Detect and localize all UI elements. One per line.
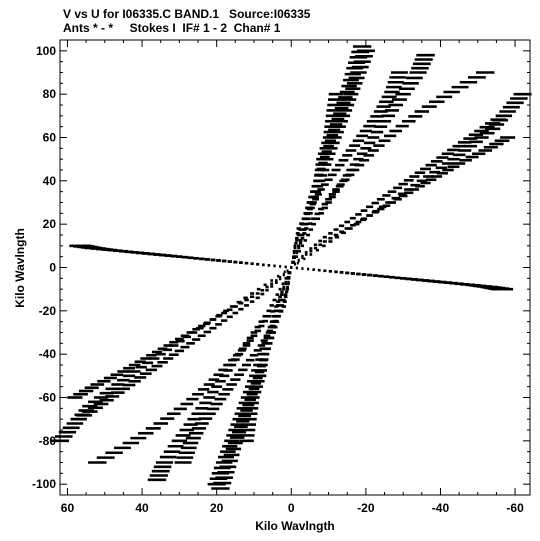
y-tick-label: -40: [39, 347, 57, 361]
x-tick-label: -40: [432, 501, 450, 515]
y-tick-label: 60: [43, 131, 57, 145]
x-tick-label: 40: [135, 501, 149, 515]
x-tick-label: -20: [357, 501, 375, 515]
plot-subtitle: Ants * - * Stokes I IF# 1 - 2 Chan# 1: [63, 21, 281, 35]
x-tick-label: 0: [288, 501, 295, 515]
plot-title: V vs U for I06335.C BAND.1 Source:I06335: [63, 7, 311, 21]
y-tick-label: -100: [32, 477, 56, 491]
x-tick-label: -60: [506, 501, 524, 515]
plot-frame: [59, 39, 531, 496]
y-tick-label: 40: [43, 174, 57, 188]
y-tick-label: 0: [49, 261, 56, 275]
y-tick-label: -60: [39, 391, 57, 405]
x-axis-label: Kilo Wavlngth: [255, 519, 335, 533]
y-axis: 100 80 60 40 20 0 -20 -40 -60 -80 -100: [32, 44, 530, 491]
y-tick-label: -80: [39, 434, 57, 448]
y-tick-label: 80: [43, 87, 57, 101]
x-tick-label: 20: [210, 501, 224, 515]
x-axis: 60 40 20 0 -20 -40 -60: [61, 40, 524, 515]
x-tick-label: 60: [61, 501, 75, 515]
uv-points: [51, 45, 532, 490]
y-axis-label: Kilo Wavlngth: [13, 228, 27, 308]
y-tick-label: -20: [39, 304, 57, 318]
y-tick-label: 20: [43, 217, 57, 231]
y-tick-label: 100: [36, 44, 56, 58]
